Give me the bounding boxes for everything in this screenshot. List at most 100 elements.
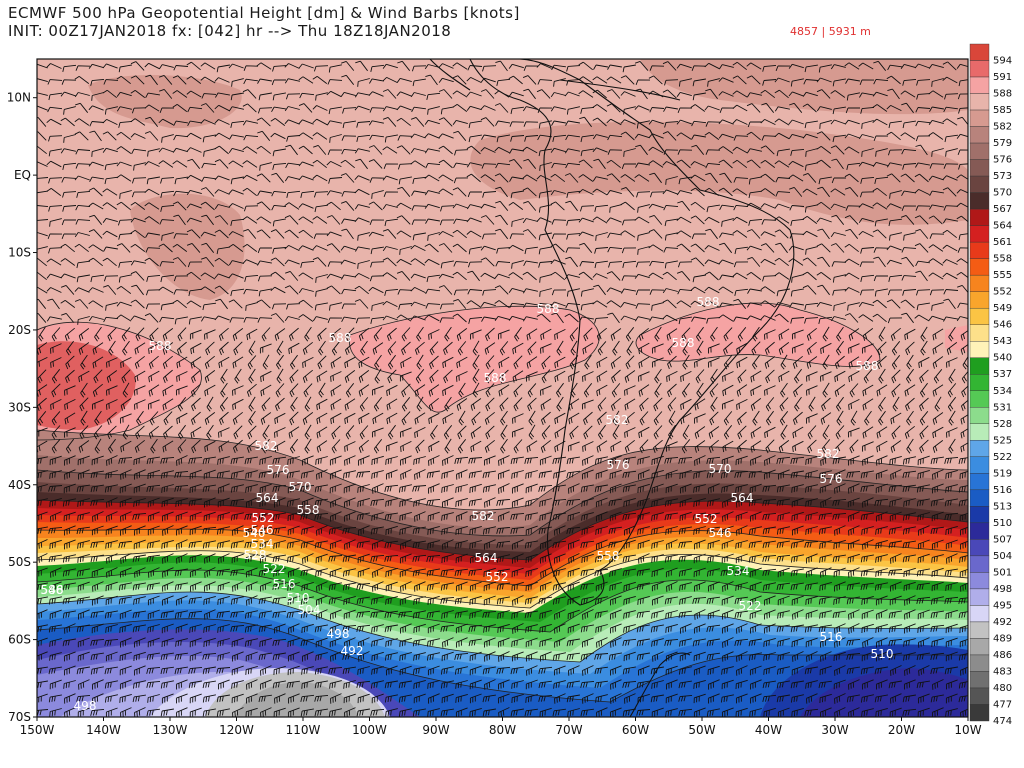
- wind-barb: [146, 540, 160, 549]
- wind-barb: [528, 410, 536, 426]
- central-america-coast: [429, 59, 471, 91]
- wind-barb: [693, 484, 706, 493]
- wind-barb: [148, 567, 160, 578]
- wind-barb: [133, 680, 146, 689]
- wind-barb: [958, 695, 968, 703]
- wind-barb: [831, 214, 845, 225]
- wind-barb: [130, 61, 145, 71]
- wind-barb: [370, 261, 385, 268]
- wind-barb: [187, 120, 202, 127]
- wind-barb: [399, 511, 412, 521]
- wind-barb: [719, 204, 735, 211]
- wind-barb: [92, 511, 104, 522]
- wind-barb: [847, 302, 860, 311]
- wind-barb: [928, 272, 944, 280]
- wind-barb: [621, 247, 637, 254]
- wind-barb: [622, 456, 636, 465]
- wind-barb: [298, 145, 313, 155]
- wind-barb: [637, 595, 650, 605]
- wind-barb: [341, 74, 355, 85]
- wind-barb: [76, 190, 91, 198]
- wind-barb: [427, 232, 440, 241]
- wind-barb: [791, 329, 804, 340]
- colorbar-label: 486: [993, 650, 1012, 661]
- wind-barb: [130, 299, 145, 309]
- wind-barb: [539, 288, 552, 297]
- wind-barb: [509, 148, 524, 154]
- wind-barb: [848, 483, 860, 494]
- wind-barb: [525, 498, 538, 507]
- wind-barb: [133, 651, 146, 662]
- wind-barb: [116, 161, 132, 167]
- wind-barb: [201, 176, 216, 183]
- wind-barb: [816, 106, 832, 112]
- wind-barb: [343, 595, 356, 605]
- wind-barb: [694, 609, 706, 620]
- wind-barb: [345, 425, 355, 440]
- wind-barb: [287, 511, 300, 522]
- wind-barb: [373, 439, 383, 454]
- wind-barb: [847, 539, 860, 550]
- wind-barb: [345, 327, 355, 342]
- wind-barb: [836, 340, 844, 356]
- wind-barb: [328, 106, 342, 115]
- wind-barb: [424, 258, 440, 266]
- wind-barb: [494, 146, 510, 154]
- wind-barb: [354, 204, 370, 210]
- wind-barb: [733, 316, 748, 322]
- wind-barb: [763, 665, 776, 675]
- wind-barb: [177, 327, 187, 342]
- wind-barb: [832, 274, 846, 283]
- wind-barb: [158, 243, 173, 253]
- wind-barb: [468, 638, 482, 647]
- wind-barb: [886, 131, 901, 141]
- wind-barb: [104, 680, 118, 689]
- wind-barb: [216, 694, 230, 703]
- wind-barb: [485, 327, 495, 342]
- wind-barb: [752, 354, 760, 370]
- wind-barb: [242, 174, 258, 182]
- wind-barb: [91, 92, 104, 101]
- wind-barb: [818, 512, 832, 521]
- wind-barb: [834, 370, 846, 383]
- wind-barb: [286, 190, 301, 199]
- wind-barb: [284, 229, 299, 239]
- wind-barb: [776, 624, 790, 633]
- wind-barb: [454, 568, 468, 577]
- wind-barb: [50, 511, 62, 522]
- wind-barb: [706, 456, 721, 465]
- wind-barb: [160, 302, 174, 311]
- wind-barb: [704, 286, 720, 294]
- wind-barb: [384, 624, 398, 633]
- wind-barb: [834, 525, 846, 536]
- wind-barb: [916, 680, 930, 689]
- wind-barb: [49, 455, 62, 466]
- wind-barb: [945, 693, 958, 704]
- wind-barb: [791, 497, 804, 508]
- wind-barb: [706, 708, 720, 717]
- longitude-labels: 150W 140W 130W 120W 110W 100W 90W 80W 70W 60W 50W 4…: [20, 717, 982, 737]
- wind-barb: [677, 200, 691, 211]
- wind-barb: [861, 708, 874, 717]
- wind-barb: [287, 707, 300, 717]
- wind-barb: [102, 131, 117, 141]
- wind-barb: [932, 679, 944, 690]
- wind-barb: [960, 330, 968, 341]
- wind-barb: [472, 340, 480, 356]
- wind-barb: [369, 275, 385, 282]
- wind-barb: [483, 553, 496, 564]
- wind-barb: [704, 105, 720, 111]
- wind-barb: [706, 568, 720, 577]
- wind-barb: [37, 177, 49, 179]
- colorbar-label: 534: [993, 386, 1012, 397]
- wind-barb: [272, 148, 286, 157]
- wind-barb: [316, 525, 328, 536]
- wind-barb: [822, 382, 830, 398]
- wind-barb: [805, 148, 818, 157]
- wind-barb: [371, 470, 384, 479]
- wind-barb: [763, 652, 776, 661]
- wind-barb: [312, 105, 328, 111]
- wind-barb: [454, 596, 468, 605]
- wind-barb: [302, 369, 313, 383]
- height-colorbar: 5945915885855825795765735705675645615585…: [969, 43, 1012, 727]
